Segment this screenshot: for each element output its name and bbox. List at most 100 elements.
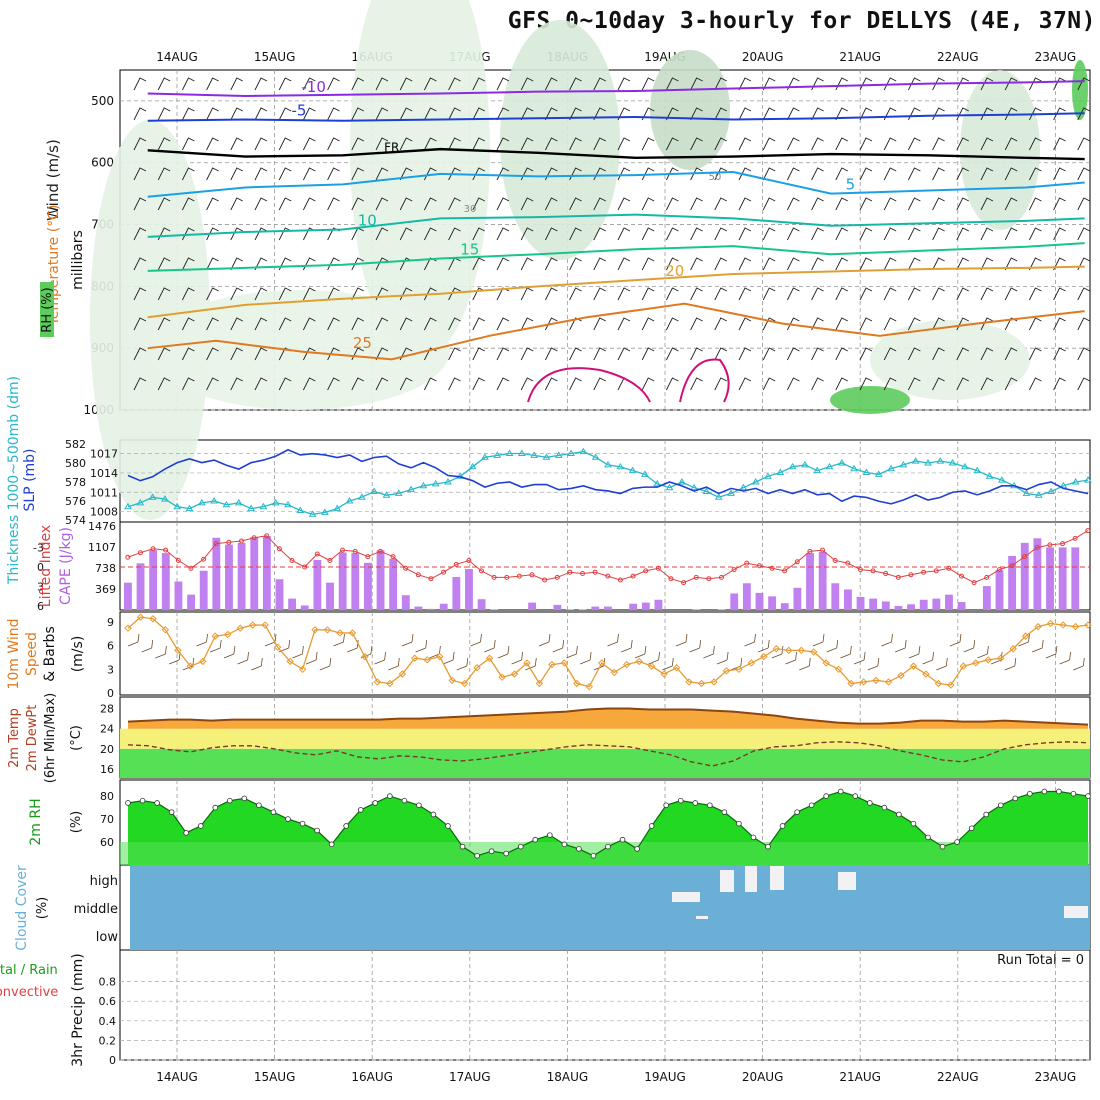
wind-barb <box>1077 257 1091 271</box>
wind-barb <box>448 317 461 331</box>
cape-bar <box>250 537 259 610</box>
wind-barb <box>786 287 800 301</box>
isotherm-line <box>147 147 1085 161</box>
wind-barb-10m <box>1018 633 1030 647</box>
wind-barb <box>1053 137 1066 151</box>
rh-marker <box>765 843 771 850</box>
rh-marker <box>881 804 888 811</box>
wind-barb <box>569 377 582 391</box>
cape-tick: 1476 <box>88 520 116 533</box>
lifted-marker <box>302 564 308 570</box>
wind-tick: 0 <box>107 687 114 700</box>
cape-bar <box>187 594 195 610</box>
wind-barb <box>399 377 413 391</box>
wind-barb <box>569 227 582 241</box>
wind-barb <box>181 347 195 361</box>
wind-barb <box>907 197 921 211</box>
wind-barb-10m <box>401 633 414 647</box>
lifted-marker <box>1085 528 1091 534</box>
rh-marker <box>852 793 859 799</box>
wind-barb <box>859 287 873 301</box>
rh-marker <box>241 795 248 802</box>
cape-bar <box>957 602 966 610</box>
thickness-marker <box>862 468 871 475</box>
lifted-marker <box>958 573 964 579</box>
lifted-marker <box>1009 563 1015 569</box>
wind-barb <box>157 167 171 181</box>
wind-barb <box>690 257 703 271</box>
lifted-marker <box>605 573 611 579</box>
wind-barb <box>738 107 752 121</box>
wind-barb <box>133 167 147 181</box>
wind-speed-marker <box>386 679 394 688</box>
wind-barb <box>278 167 292 181</box>
wind-barb <box>956 347 970 361</box>
wind-speed-marker <box>186 662 195 670</box>
wind-barb <box>1077 347 1091 361</box>
cloud-block <box>696 916 708 919</box>
wind-barb <box>738 137 752 151</box>
thickness-marker <box>628 466 637 474</box>
wind-barb <box>786 317 800 331</box>
wind-barb <box>423 197 437 211</box>
wind-barb <box>956 257 970 271</box>
wind-barb <box>883 137 897 151</box>
wind-barb <box>254 197 268 211</box>
wind-barb <box>762 227 776 241</box>
cape-bar <box>1033 538 1042 610</box>
wind-barb <box>448 287 461 301</box>
wind-barb <box>1077 377 1091 391</box>
wind-speed-marker <box>398 670 406 678</box>
lifted-marker <box>542 577 548 583</box>
wind-barb-10m <box>155 645 167 659</box>
wind-barb-10m <box>511 651 523 665</box>
lifted-marker <box>921 569 927 575</box>
wind-barb <box>496 197 510 211</box>
cape-bar <box>806 553 814 610</box>
wind-barb <box>1004 77 1018 91</box>
wind-speed-marker <box>859 678 868 686</box>
lifted-tick: 0 <box>37 561 44 574</box>
wind-barb-10m <box>785 651 797 665</box>
wind-barb <box>278 107 292 121</box>
rh-marker <box>808 802 815 809</box>
temp-tick: 24 <box>100 723 114 736</box>
wind-barb-10m <box>1059 651 1071 665</box>
cape-tick: 1107 <box>88 541 116 554</box>
temp-axis-label-1: 2m Temp <box>7 708 22 768</box>
lifted-marker <box>516 573 522 579</box>
rh-marker <box>430 811 437 818</box>
wind-barb <box>786 107 800 121</box>
wind-barb <box>593 137 607 151</box>
temp-axis-unit: (°C) <box>69 725 84 751</box>
wind-barb <box>617 347 631 361</box>
rh-axis-unit: (%) <box>69 811 84 834</box>
wind-barb <box>181 107 195 121</box>
wind-barb <box>181 77 195 91</box>
thickness-marker <box>185 504 194 512</box>
wind-barb <box>690 107 703 121</box>
wind-barb <box>423 377 437 391</box>
rh-marker <box>503 850 509 857</box>
precip-tick: 0.2 <box>99 1034 117 1047</box>
wind-barb <box>593 257 607 271</box>
wind-barb <box>956 197 970 211</box>
rh-marker <box>474 853 480 859</box>
lifted-marker <box>984 574 990 580</box>
wind-barb <box>811 137 824 151</box>
wind-speed-marker <box>435 652 444 661</box>
lifted-marker <box>630 573 636 579</box>
wind-barb <box>641 287 655 301</box>
wind-barb <box>472 347 486 361</box>
thickness-marker <box>788 462 797 470</box>
wind-barb <box>1028 197 1042 211</box>
lifted-marker <box>441 569 447 575</box>
wind-speed-marker <box>834 665 843 674</box>
wind-barb <box>738 77 752 91</box>
wind-barb <box>1004 287 1018 301</box>
isotherm-line <box>147 302 1085 361</box>
wind-barb <box>448 197 461 211</box>
wind-barb <box>278 137 292 151</box>
rh-marker <box>343 823 349 829</box>
wind-speed-marker <box>535 679 544 688</box>
